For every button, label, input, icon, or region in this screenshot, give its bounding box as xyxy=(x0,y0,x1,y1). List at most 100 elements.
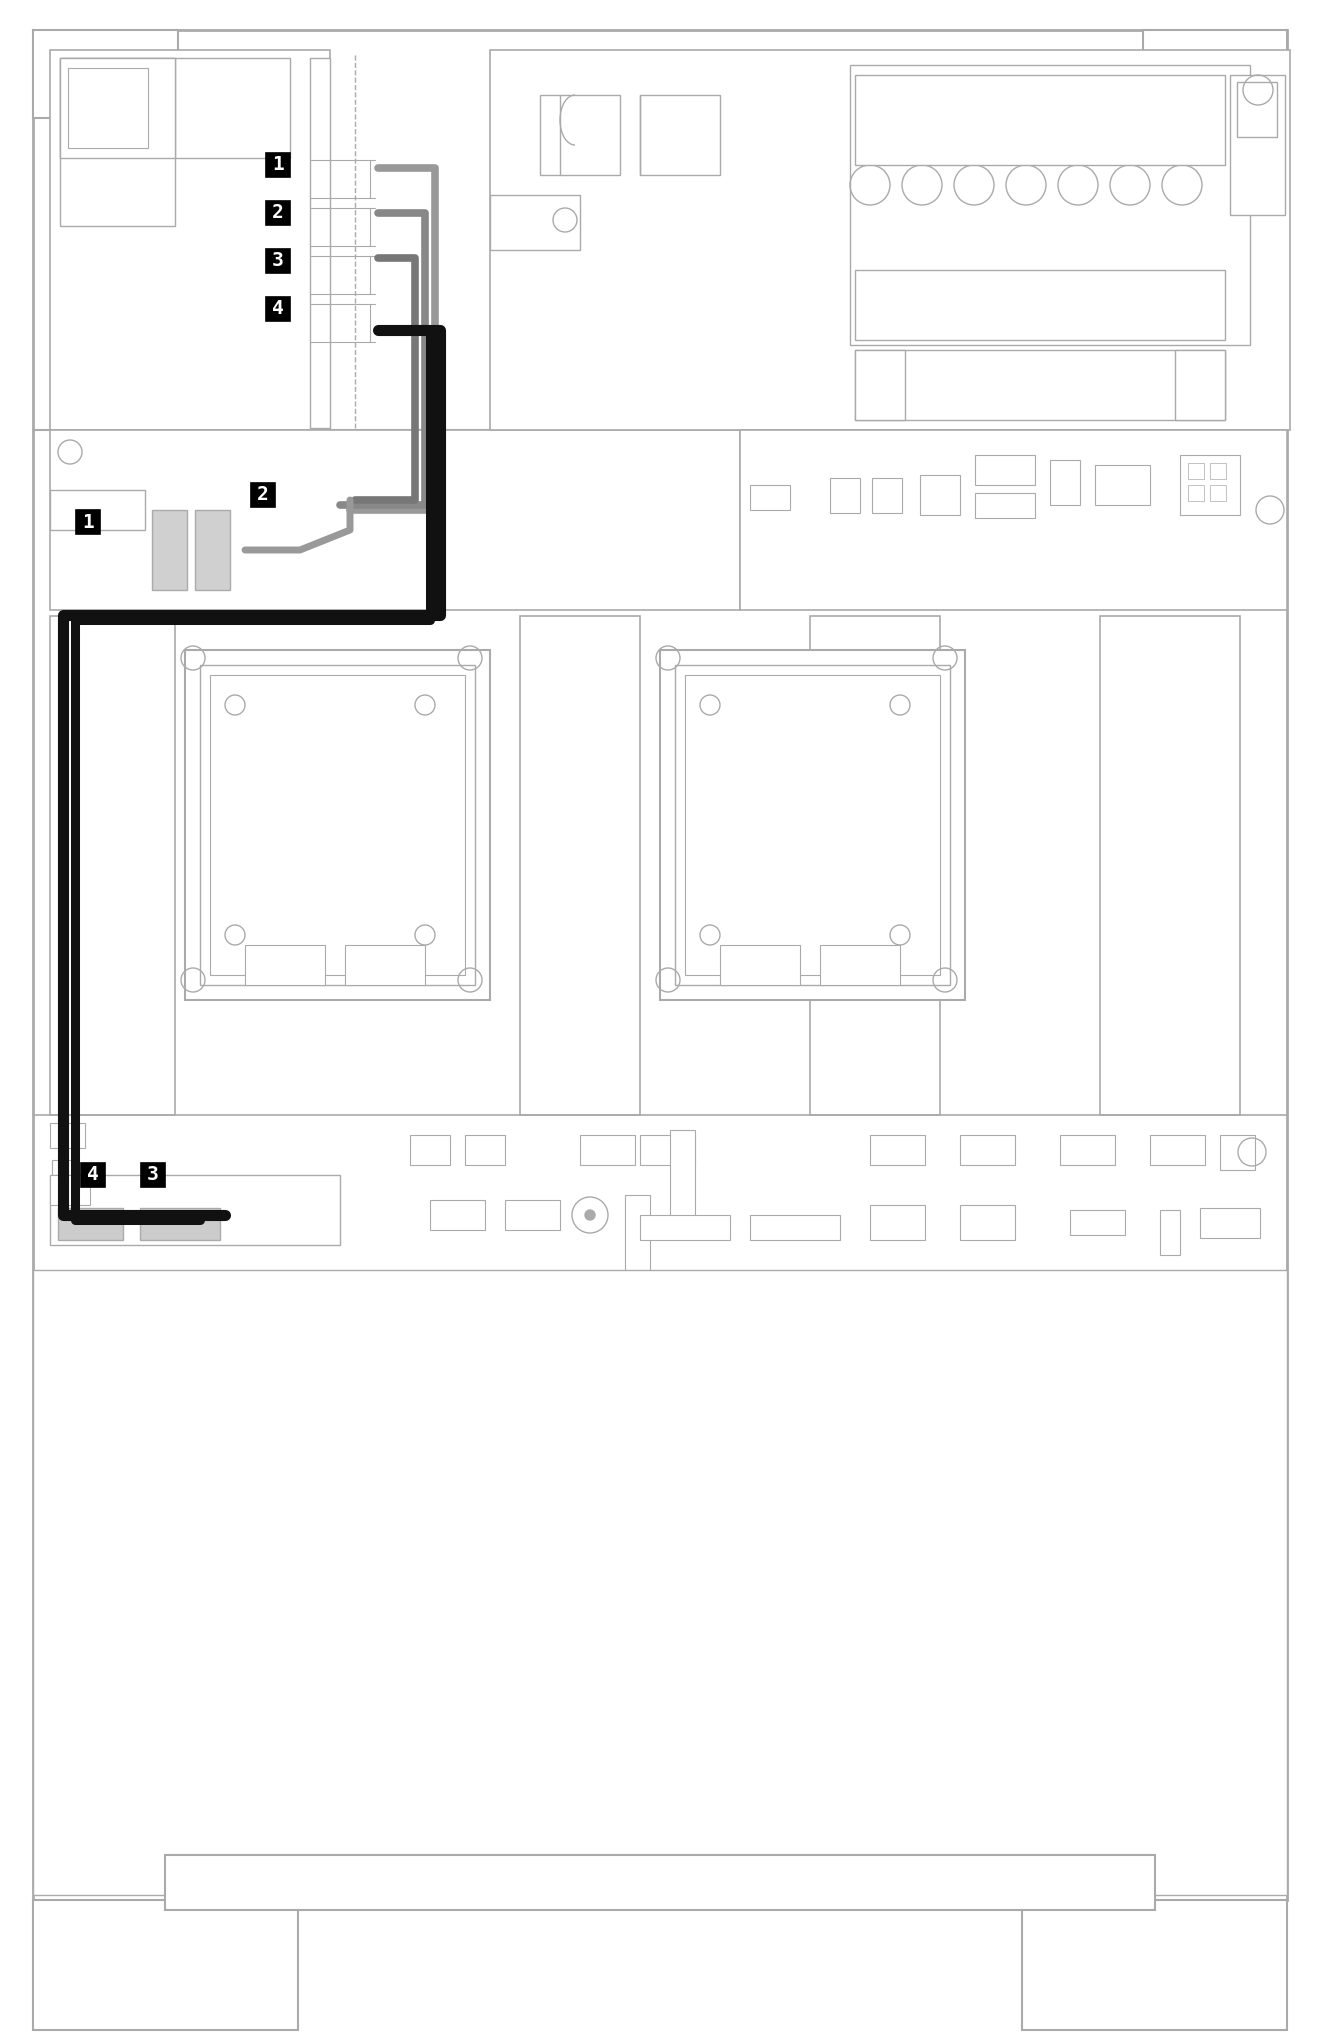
Bar xyxy=(69,67,148,147)
Bar xyxy=(1200,1209,1261,1237)
Bar xyxy=(671,1129,696,1229)
Bar xyxy=(430,1201,484,1229)
Bar xyxy=(1180,455,1239,515)
Bar xyxy=(1220,1135,1255,1170)
Bar xyxy=(33,1270,1287,1895)
Bar xyxy=(960,1135,1015,1166)
Text: 2: 2 xyxy=(272,204,284,223)
Text: 2: 2 xyxy=(257,486,269,504)
Bar xyxy=(1175,349,1225,421)
Bar xyxy=(325,492,370,578)
Bar xyxy=(975,455,1035,486)
Bar xyxy=(310,57,330,429)
Bar xyxy=(81,1164,106,1186)
Bar xyxy=(1150,1135,1205,1166)
Circle shape xyxy=(585,1211,595,1219)
Bar xyxy=(33,1899,298,2030)
Text: 3: 3 xyxy=(147,1166,158,1184)
Bar xyxy=(830,478,861,513)
Bar xyxy=(73,86,102,135)
Bar xyxy=(1188,464,1204,480)
Bar xyxy=(506,1201,560,1229)
Bar xyxy=(50,431,741,611)
Bar xyxy=(1049,459,1080,504)
Bar xyxy=(624,1195,649,1291)
Bar xyxy=(140,1209,220,1239)
Bar xyxy=(275,492,319,578)
Bar xyxy=(50,617,176,1115)
Bar xyxy=(1060,1135,1115,1166)
Bar xyxy=(719,945,800,984)
Bar xyxy=(58,1209,123,1239)
Bar xyxy=(50,1123,84,1148)
Bar xyxy=(1071,1211,1125,1235)
Bar xyxy=(267,249,290,274)
Bar xyxy=(855,349,1225,421)
Bar xyxy=(520,617,640,1115)
Bar xyxy=(540,96,620,176)
Bar xyxy=(675,666,950,984)
Bar xyxy=(201,666,475,984)
Bar xyxy=(267,200,290,225)
Bar xyxy=(640,96,719,176)
Bar xyxy=(59,76,135,141)
Bar xyxy=(685,676,940,974)
Bar xyxy=(640,1215,730,1239)
Bar xyxy=(750,1215,840,1239)
Bar xyxy=(855,270,1225,341)
Bar xyxy=(870,1205,925,1239)
Bar xyxy=(59,57,176,227)
Bar xyxy=(1100,617,1239,1115)
Bar xyxy=(855,349,906,421)
Bar xyxy=(59,57,290,157)
Bar xyxy=(185,649,490,1001)
Bar xyxy=(33,31,178,118)
Bar xyxy=(1143,31,1287,118)
Bar xyxy=(1168,55,1253,110)
Bar xyxy=(1096,466,1150,504)
Bar xyxy=(660,649,965,1001)
Bar xyxy=(579,1135,635,1166)
Bar xyxy=(330,431,450,604)
Bar xyxy=(1160,1211,1180,1256)
Bar xyxy=(750,486,789,510)
Bar xyxy=(267,153,290,178)
Bar xyxy=(50,1174,341,1246)
Bar xyxy=(975,492,1035,519)
Bar xyxy=(51,1160,77,1215)
Bar xyxy=(210,676,465,974)
Bar xyxy=(260,480,459,590)
Bar xyxy=(1210,464,1226,480)
Bar xyxy=(490,194,579,249)
Text: 4: 4 xyxy=(272,300,284,319)
Bar xyxy=(490,49,1290,431)
Bar xyxy=(152,510,187,590)
Bar xyxy=(50,490,145,531)
Bar xyxy=(1188,486,1204,500)
Bar xyxy=(1230,76,1284,214)
Bar xyxy=(855,76,1225,165)
Bar xyxy=(345,945,425,984)
Text: 1: 1 xyxy=(272,155,284,174)
Bar xyxy=(267,296,290,321)
Bar xyxy=(1237,82,1276,137)
Bar xyxy=(59,57,176,157)
Bar xyxy=(195,510,230,590)
Bar xyxy=(77,510,100,535)
Bar xyxy=(251,484,275,506)
Bar xyxy=(820,945,900,984)
Bar xyxy=(165,1854,1155,1909)
Bar xyxy=(50,49,330,431)
Bar xyxy=(141,1164,165,1186)
Bar xyxy=(246,945,325,984)
Bar xyxy=(1022,1899,1287,2030)
Bar xyxy=(873,478,902,513)
Text: 4: 4 xyxy=(87,1166,99,1184)
Bar xyxy=(640,1135,696,1166)
Text: 3: 3 xyxy=(272,251,284,270)
Bar xyxy=(411,1135,450,1166)
Bar xyxy=(850,65,1250,345)
Bar xyxy=(870,1135,925,1166)
Bar xyxy=(50,1174,90,1205)
Text: 1: 1 xyxy=(82,513,94,531)
